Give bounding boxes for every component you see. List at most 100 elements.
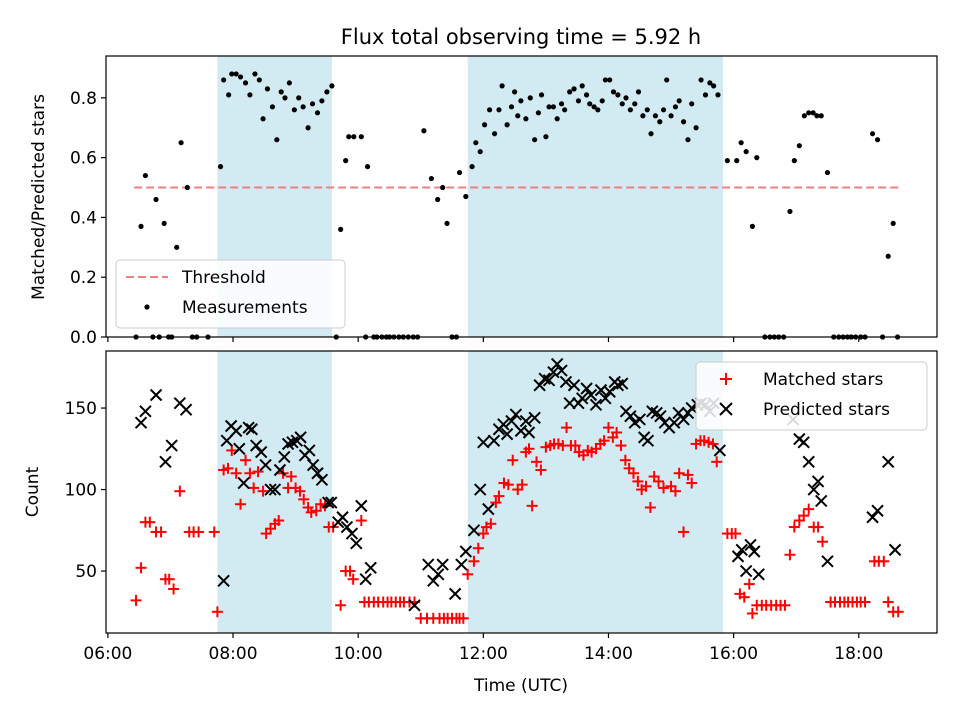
predicted-stars-point [821,555,834,568]
matched-stars-point [211,606,223,618]
predicted-stars-point [345,527,359,540]
matched-stars-point [730,528,742,540]
matched-stars-point [784,549,796,561]
y-tick-label: 150 [65,399,97,419]
measurement-point [754,155,760,161]
matched-stars-point [130,594,142,606]
matched-stars-point [457,612,469,624]
measurement-point [444,220,450,227]
measurement-point [247,92,253,98]
x-tick-label: 16:00 [709,644,758,664]
predicted-stars-point [641,434,655,447]
predicted-stars-point [315,473,329,486]
measurement-point [664,77,670,83]
measurement-point [680,119,687,125]
predicted-stars-point [325,496,338,509]
matched-stars-point [673,467,685,479]
matched-stars-point [273,515,285,527]
measurement-point [358,134,364,140]
measurement-point [269,104,276,110]
measurement-point [338,226,344,232]
predicted-stars-point [533,379,546,392]
predicted-stars-point [752,568,765,581]
matched-stars-point [711,456,723,468]
measurement-point [351,134,357,140]
predicted-stars-point [303,444,316,457]
shaded-interval [467,351,723,633]
matched-stars-point [569,440,581,452]
matched-stars-point [859,596,871,608]
matched-stars-point [355,515,367,527]
matched-stars-point [561,422,573,434]
measurement-point [652,113,659,119]
predicted-stars-point [273,463,287,477]
legend-predicted-swatch [719,402,733,416]
predicted-stars-point [350,537,363,550]
predicted-stars-point [427,574,440,588]
matched-stars-point [628,467,640,479]
top-panel-frame [105,55,938,338]
matched-stars-point [257,485,269,497]
measurement-point [237,74,244,80]
measurement-point [546,104,552,110]
measurement-point [698,77,704,83]
measurement-point [715,92,721,98]
measurement-point [818,113,824,119]
shaded-interval [217,351,332,633]
legend-matched-label: Matched stars [763,370,883,390]
matched-stars-point [743,578,755,590]
matched-stars-point [892,606,904,618]
predicted-stars-point [467,524,481,537]
measurement-point [469,164,475,170]
matched-stars-point [523,443,535,455]
predicted-stars-point [321,496,335,509]
measurement-point [749,223,756,229]
measurement-point [579,83,585,89]
matched-stars-point [502,479,514,491]
measurement-point [142,172,149,179]
measurement-point [229,71,235,77]
predicted-stars-point [473,483,487,496]
measurement-point [693,125,699,131]
predicted-stars-point [584,388,598,402]
predicted-stars-point [165,439,178,452]
predicted-stars-point [672,406,685,420]
y-tick-label: 0.2 [70,268,97,288]
measurement-point [260,116,266,122]
matched-stars-point [615,440,627,452]
measurement-point [724,158,730,164]
matched-stars-point [477,528,489,540]
predicted-stars-point [731,550,745,563]
matched-stars-point [462,568,474,580]
measurement-point [543,134,549,140]
measurement-point [264,86,271,92]
measurement-point [796,143,802,149]
y-tick-label: 0.6 [70,149,97,169]
matched-stars-point [174,485,186,497]
predicted-stars-point [500,427,514,441]
predicted-stars-point [599,392,612,405]
matched-stars-point [226,444,238,456]
x-tick-label: 18:00 [834,644,883,664]
matched-stars-point [878,555,890,567]
predicted-stars-point [139,405,152,418]
matched-stars-point [653,475,665,487]
matched-stars-point [135,562,147,574]
matched-stars-point [305,506,317,518]
matched-stars-point [535,464,547,476]
matched-stars-point [598,435,610,447]
matched-stars-point [798,510,810,522]
measurement-point [535,110,541,116]
measurement-point [477,149,483,155]
predicted-stars-point [563,396,576,410]
matched-stars-point [310,505,322,517]
bottom-panel: 50 100 150 06:00 08:00 10:00 12:00 14:00 16:00 1… [23,350,938,696]
measurement-point [491,131,498,137]
measurement-point [791,158,797,164]
measurement-point [138,223,144,229]
predicted-stars-point [436,558,449,571]
measurement-point [801,113,807,119]
predicted-stars-point [811,475,825,488]
y-tick-label: 50 [75,562,97,582]
